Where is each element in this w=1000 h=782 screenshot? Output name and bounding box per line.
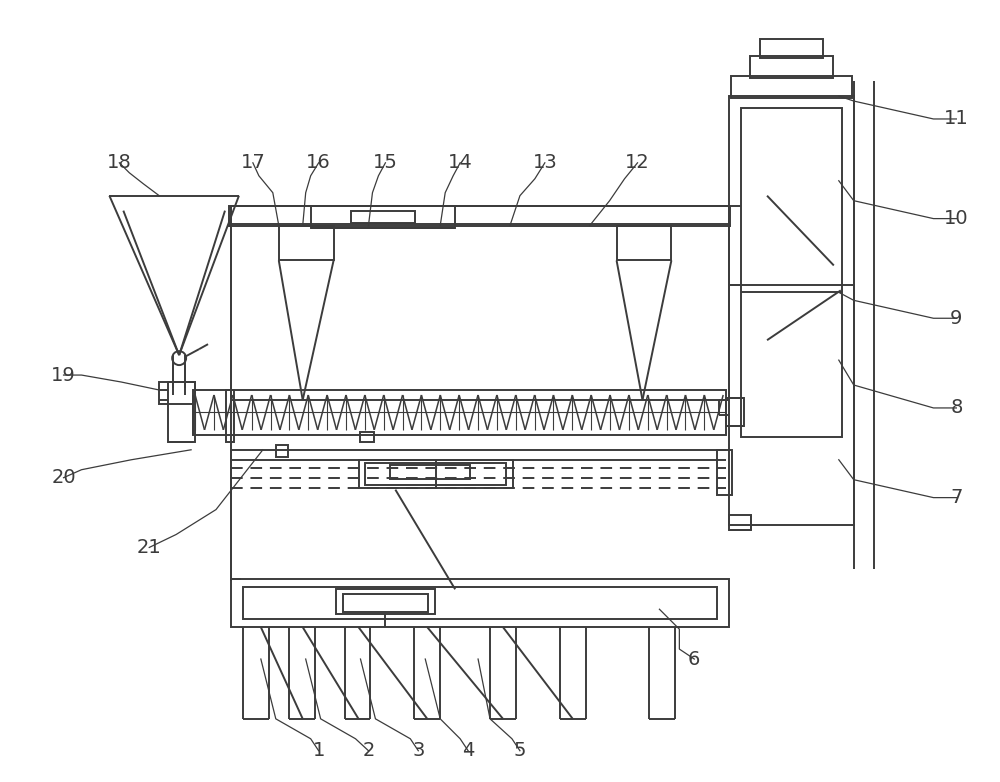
Bar [159, 382, 195, 404]
Bar [731, 76, 852, 98]
Bar [360, 432, 374, 442]
Text: 7: 7 [950, 488, 963, 507]
Bar [351, 210, 415, 223]
Text: 11: 11 [944, 109, 969, 128]
Bar [231, 579, 729, 627]
Text: 4: 4 [462, 741, 474, 760]
Bar [276, 445, 288, 457]
Bar [336, 590, 435, 614]
Bar [760, 39, 823, 58]
Bar [726, 398, 744, 426]
Bar [231, 206, 729, 224]
Text: 8: 8 [950, 399, 963, 418]
Bar [365, 463, 506, 485]
Text: 16: 16 [306, 153, 331, 172]
Text: 10: 10 [944, 209, 969, 228]
Text: 13: 13 [532, 153, 557, 172]
Text: 20: 20 [51, 468, 76, 487]
Text: 17: 17 [241, 153, 265, 172]
Bar [168, 382, 195, 442]
Bar [226, 390, 234, 442]
Text: 14: 14 [448, 153, 473, 172]
Text: 1: 1 [312, 741, 325, 760]
Bar [243, 587, 717, 619]
Bar [717, 450, 732, 495]
Bar [311, 206, 455, 228]
Text: 6: 6 [688, 650, 700, 669]
Text: 3: 3 [412, 741, 424, 760]
Text: 19: 19 [51, 365, 76, 385]
Bar [359, 460, 513, 488]
Text: 5: 5 [514, 741, 526, 760]
Text: 15: 15 [373, 153, 398, 172]
Bar [617, 225, 671, 260]
Bar [729, 515, 751, 529]
Bar [390, 465, 470, 479]
Bar [741, 108, 842, 437]
Text: 18: 18 [107, 153, 132, 172]
Bar [279, 225, 334, 260]
Bar [343, 594, 428, 612]
Bar [729, 96, 854, 525]
Text: 9: 9 [950, 309, 963, 328]
Bar [750, 56, 833, 78]
Text: 2: 2 [362, 741, 375, 760]
Bar [229, 206, 730, 225]
Bar [193, 390, 726, 435]
Text: 21: 21 [137, 538, 162, 557]
Text: 12: 12 [625, 153, 650, 172]
